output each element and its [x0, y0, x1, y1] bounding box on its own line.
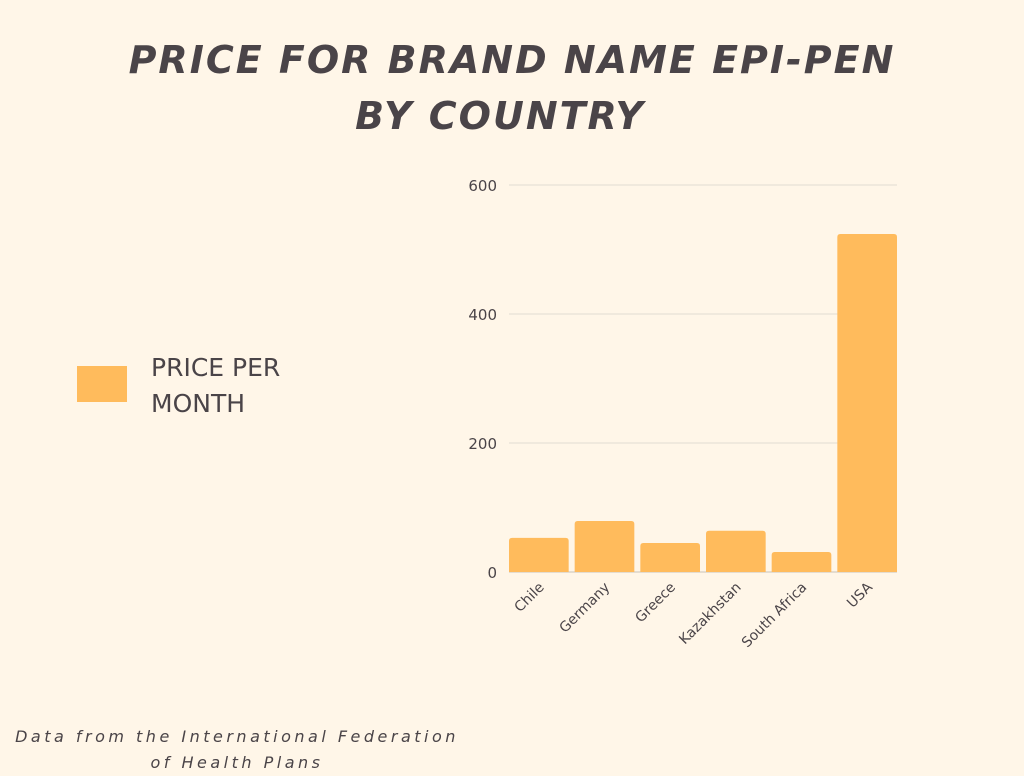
bar-germany — [574, 521, 635, 572]
x-tick-label: South Africa — [739, 580, 810, 651]
y-tick-label: 0 — [487, 564, 497, 582]
x-tick-label: Chile — [512, 580, 548, 616]
chart-title-line2: BY COUNTRY — [355, 94, 645, 138]
x-tick-label: Germany — [557, 580, 614, 637]
x-tick-label: Greece — [632, 580, 679, 627]
bar-south-africa — [771, 552, 832, 572]
legend-swatch — [77, 366, 127, 402]
source-note: Data from the International Federation o… — [15, 727, 459, 772]
y-tick-label: 400 — [468, 306, 497, 324]
bar-chile — [509, 537, 569, 572]
y-tick-label: 600 — [468, 177, 497, 195]
chart-title-line1: PRICE FOR BRAND NAME EPI-PEN — [128, 38, 896, 82]
x-tick-label: Kazakhstan — [676, 580, 744, 648]
legend-label: PRICE PER MONTH — [151, 353, 281, 418]
y-tick-label: 200 — [468, 435, 497, 453]
bar-usa — [837, 234, 897, 572]
bar-kazakhstan — [706, 530, 766, 572]
x-tick-label: USA — [844, 579, 876, 611]
bar-greece — [640, 542, 700, 572]
